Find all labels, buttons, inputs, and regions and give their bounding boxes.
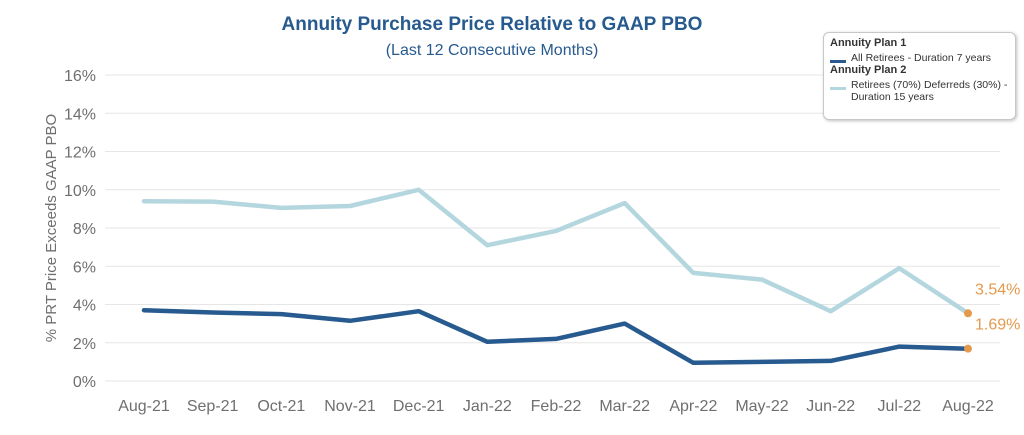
series-line-plan2 (141, 187, 971, 316)
x-tick-label: Apr-22 (669, 398, 717, 415)
y-axis-label: % PRT Price Exceeds GAAP PBO (43, 114, 60, 342)
y-tick-label: 6% (73, 259, 96, 276)
endpoint-marker-plan1 (964, 344, 972, 353)
legend-plan2-title: Annuity Plan 2 (830, 64, 907, 76)
legend: Annuity Plan 1 All Retirees - Duration 7… (823, 32, 1016, 120)
x-tick-label: May-22 (735, 398, 788, 415)
legend-plan2-swatch (830, 87, 846, 90)
x-tick-label: Aug-22 (942, 398, 994, 415)
gridlines (105, 74, 1000, 382)
endpoint-markers: 3.54% 1.69% (964, 281, 1020, 353)
legend-plan1-text: All Retirees - Duration 7 years (851, 52, 992, 64)
x-tick-label: Jul-22 (878, 398, 922, 415)
x-tick-label: Jun-22 (806, 398, 855, 415)
x-tick-label: Jan-22 (463, 398, 512, 415)
series-line-plan1 (141, 307, 971, 366)
y-tick-label: 12% (64, 145, 96, 162)
x-tick-label: Feb-22 (531, 398, 582, 415)
data-label-plan1: 1.69% (975, 317, 1020, 334)
x-tick-label: Sep-21 (187, 398, 239, 415)
legend-plan2-text: Retirees (70%) Deferreds (30%) - Duratio… (851, 79, 1008, 103)
x-axis-ticks: Aug-21 Sep-21 Oct-21 Nov-21 Dec-21 Jan-22 Feb-… (118, 398, 994, 415)
y-tick-label: 0% (73, 374, 96, 391)
x-tick-label: Aug-21 (118, 398, 170, 415)
data-label-plan2: 3.54% (975, 281, 1020, 298)
x-tick-label: Nov-21 (324, 398, 376, 415)
legend-plan1-title: Annuity Plan 1 (830, 37, 907, 49)
x-tick-label: Oct-21 (257, 398, 305, 415)
y-tick-label: 16% (64, 68, 96, 85)
x-tick-label: Dec-21 (393, 398, 445, 415)
y-tick-label: 4% (73, 298, 96, 315)
chart-title: Annuity Purchase Price Relative to GAAP … (282, 14, 703, 35)
legend-plan2-entry: Retirees (70%) Deferreds (30%) - Duratio… (830, 77, 1009, 103)
endpoint-marker-plan2 (964, 309, 972, 318)
chart-subtitle: (Last 12 Consecutive Months) (386, 42, 599, 59)
y-tick-label: 14% (64, 106, 96, 123)
y-tick-label: 2% (73, 336, 96, 353)
y-tick-label: 10% (64, 183, 96, 200)
series-group (141, 187, 971, 366)
legend-plan1-swatch (830, 60, 846, 63)
x-tick-label: Mar-22 (599, 398, 650, 415)
y-tick-label: 8% (73, 221, 96, 238)
y-axis-ticks: 0% 2% 4% 6% 8% 10% 12% 14% 16% (64, 68, 96, 391)
legend-plan1-entry: All Retirees - Duration 7 years (830, 50, 1009, 64)
